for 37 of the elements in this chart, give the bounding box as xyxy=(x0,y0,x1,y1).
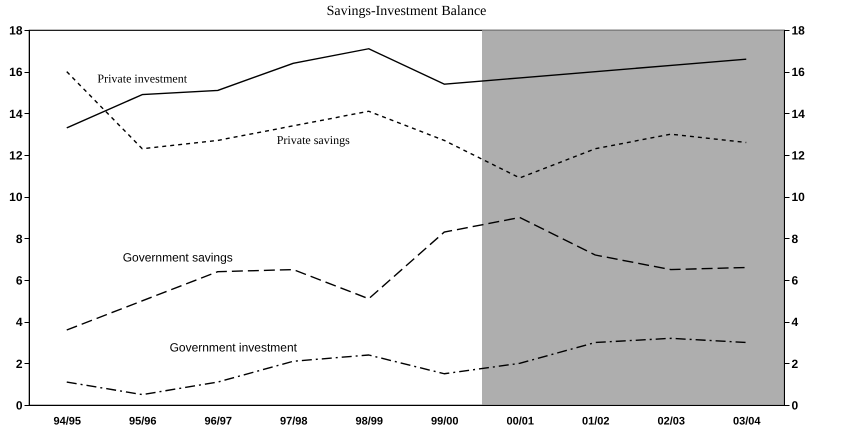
y-tick-label: 4 xyxy=(16,315,23,330)
series-label: Private savings xyxy=(276,132,350,147)
y2-tick-label: 4 xyxy=(792,315,798,330)
y-tick-label: 14 xyxy=(9,106,23,121)
line-series xyxy=(66,216,747,331)
x-tick-label: 02/03 xyxy=(657,416,686,428)
y-tick-label: 12 xyxy=(9,148,23,162)
y-tick-label: 16 xyxy=(9,65,23,80)
y2-tick-label: 0 xyxy=(792,398,798,412)
x-tick-label: 94/95 xyxy=(53,416,82,428)
y-tick-label: 0 xyxy=(16,398,23,412)
series-label: Government savings xyxy=(122,250,233,265)
x-tick-label: 98/99 xyxy=(355,416,384,428)
series-label: Government investment xyxy=(170,340,298,354)
x-tick-label: 01/02 xyxy=(582,416,610,428)
y2-tick-label: 16 xyxy=(792,65,806,80)
y2-tick-label: 18 xyxy=(792,24,806,38)
line-series xyxy=(66,338,747,396)
series-label: Private investment xyxy=(97,72,188,86)
x-tick-label: 95/96 xyxy=(128,416,157,428)
x-tick-label: 97/98 xyxy=(280,416,308,428)
y2-tick-label: 6 xyxy=(792,274,798,288)
y2-tick-label: 2 xyxy=(792,356,798,371)
y-tick-label: 8 xyxy=(16,232,23,246)
y-tick-label: 6 xyxy=(16,274,23,288)
x-tick-label: 99/00 xyxy=(430,416,459,428)
y-tick-label: 10 xyxy=(9,190,23,204)
y2-tick-label: 10 xyxy=(792,190,806,204)
y-tick-label: 18 xyxy=(9,24,23,38)
y2-tick-label: 12 xyxy=(792,148,806,162)
x-tick-label: 03/04 xyxy=(732,416,762,428)
x-tick-label: 96/97 xyxy=(204,416,232,428)
x-tick-label: 00/01 xyxy=(506,416,534,428)
y2-tick-label: 14 xyxy=(792,106,806,121)
y2-tick-label: 8 xyxy=(792,232,798,246)
y-tick-label: 2 xyxy=(16,356,23,371)
chart-title: Savings-Investment Balance xyxy=(326,4,486,19)
